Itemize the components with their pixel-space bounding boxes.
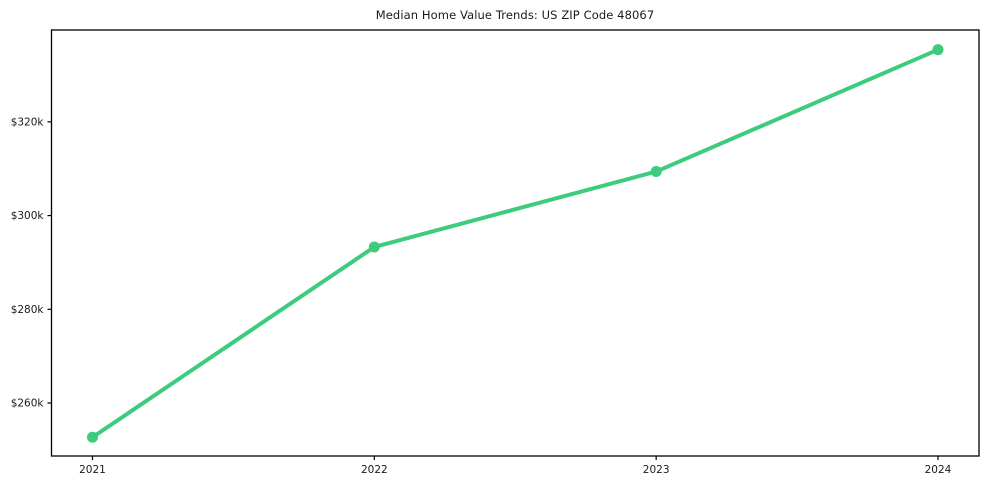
plot-border (50, 29, 980, 457)
chart-title: Median Home Value Trends: US ZIP Code 48… (375, 8, 655, 22)
y-tick-label: $260k (11, 398, 45, 410)
data-point-marker (368, 241, 380, 253)
x-tick-label: 2023 (643, 464, 670, 476)
y-tick-label: $280k (11, 304, 45, 316)
data-point-marker (87, 431, 98, 443)
y-tick-label: $320k (11, 116, 45, 128)
x-tick-label: 2022 (361, 464, 388, 476)
y-tick-label: $300k (11, 210, 45, 222)
x-tick-label: 2021 (79, 464, 106, 476)
x-tick-label: 2024 (925, 464, 952, 476)
data-point-marker (932, 44, 944, 56)
data-point-marker (650, 166, 662, 178)
series-line (90, 47, 940, 440)
